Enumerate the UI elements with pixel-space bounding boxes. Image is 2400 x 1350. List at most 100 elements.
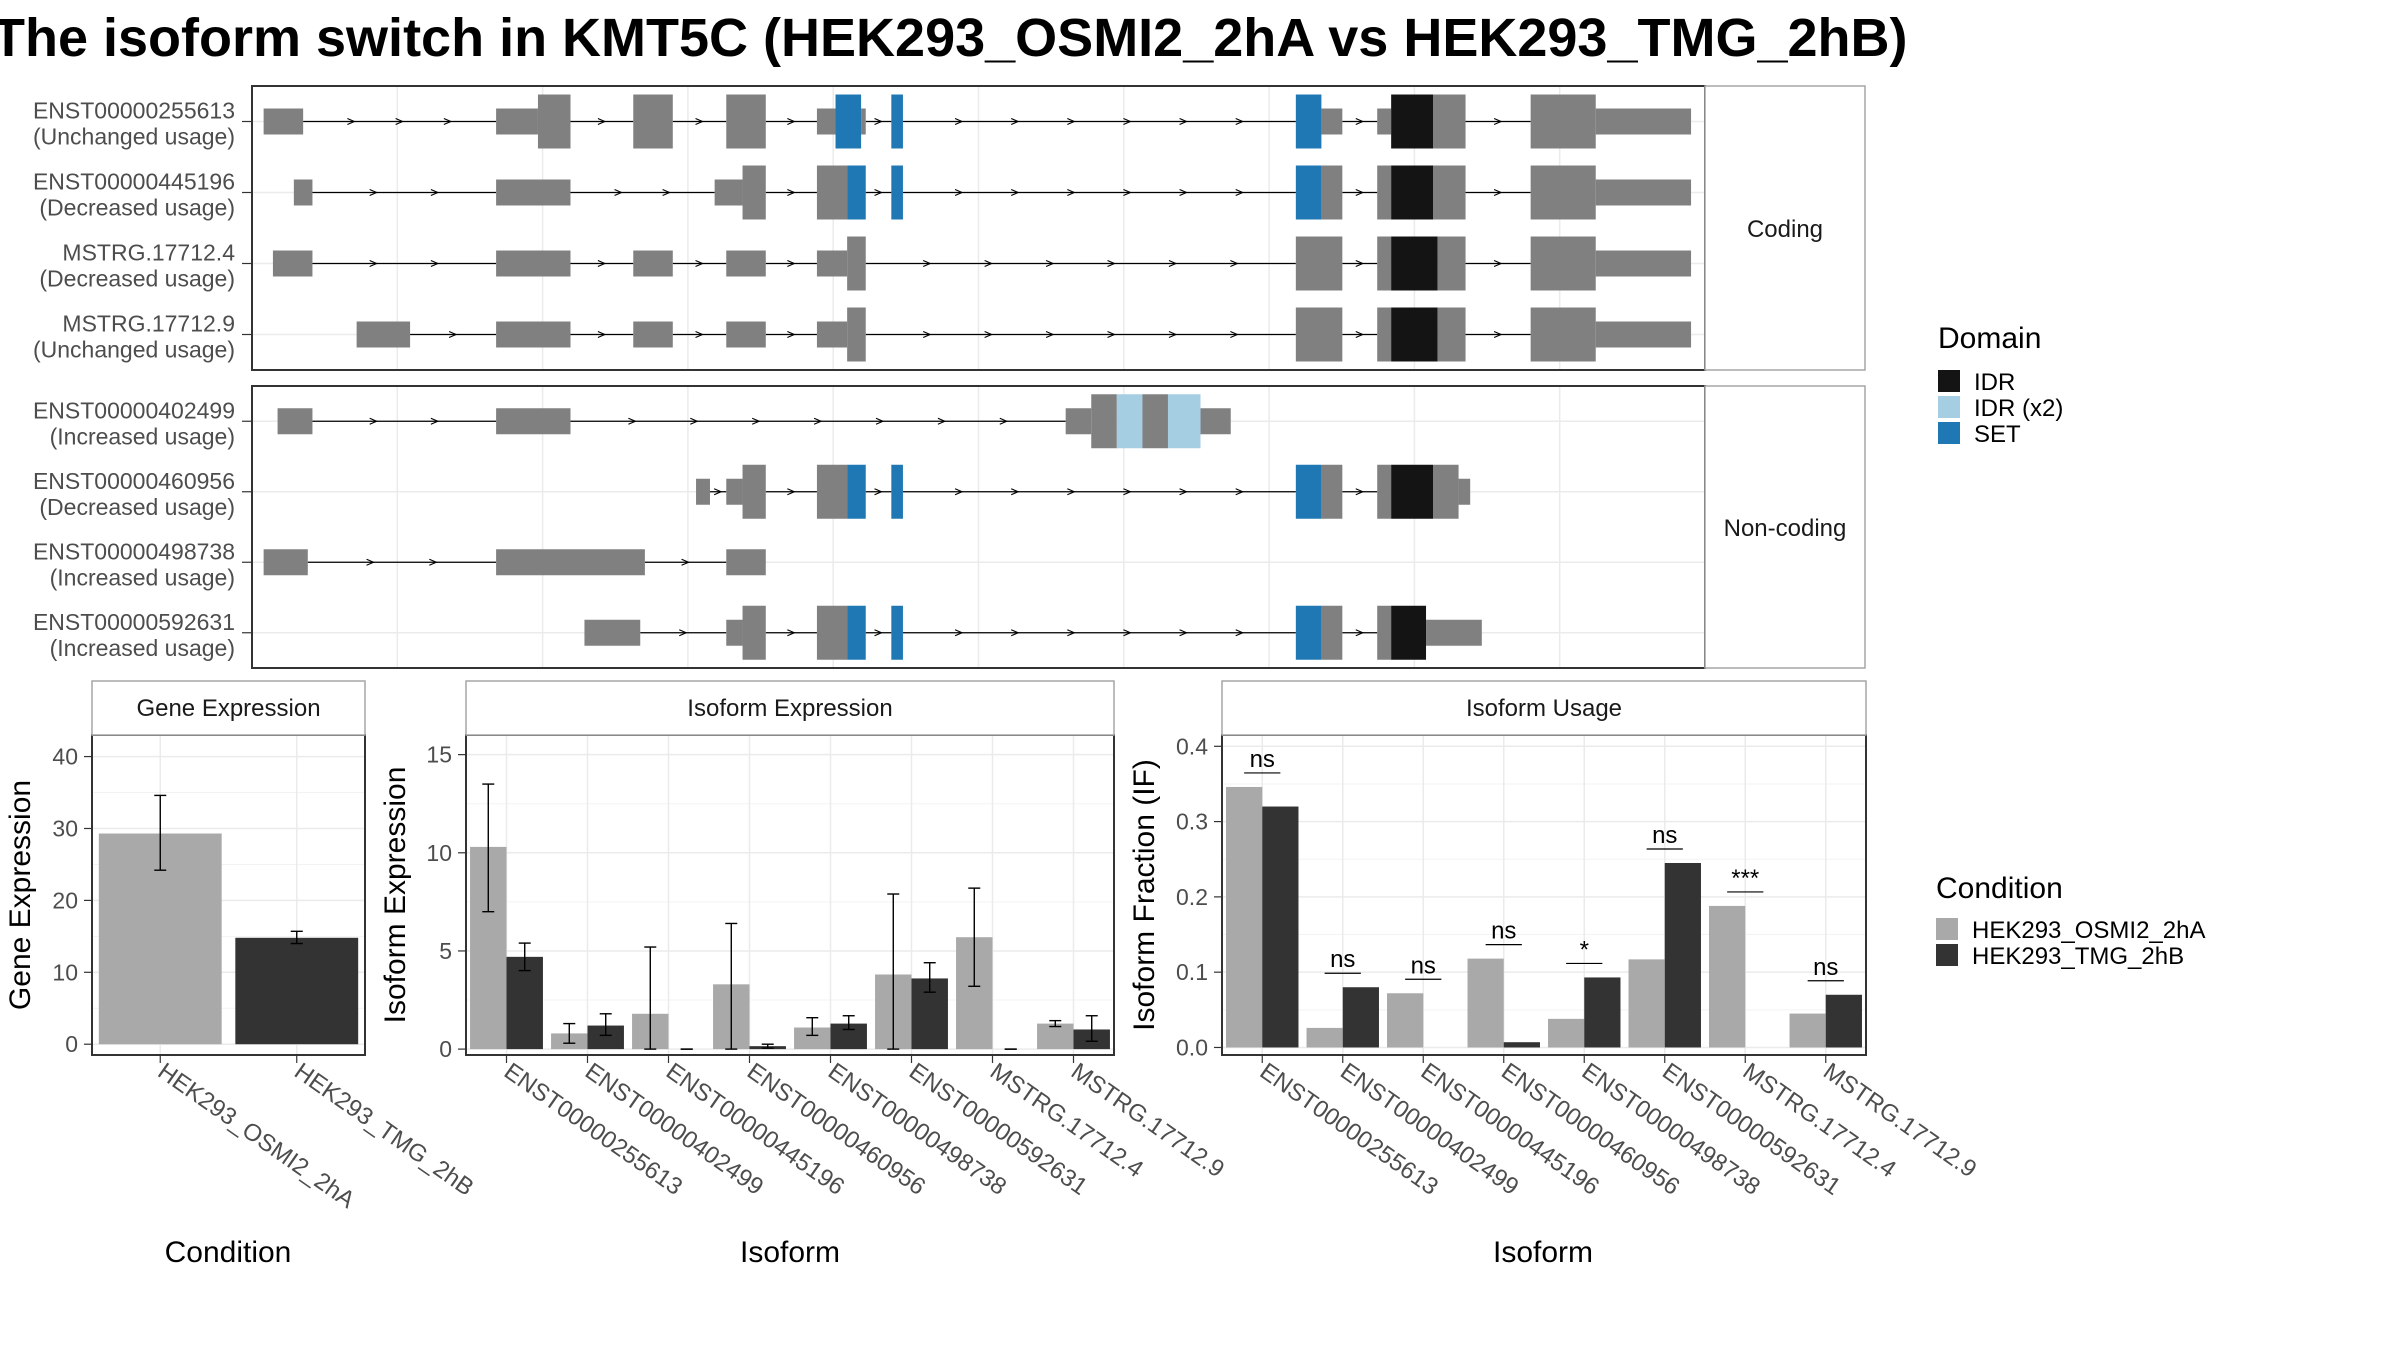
coding-exon	[1321, 464, 1343, 519]
utr-exon	[816, 321, 848, 348]
facet-strip	[465, 680, 1115, 736]
coding-exon	[1530, 236, 1596, 291]
coding-exon	[1432, 165, 1466, 220]
bar	[1226, 786, 1263, 1048]
intron-arrow	[874, 117, 883, 126]
utr-exon	[1595, 321, 1692, 348]
utr-exon	[1065, 408, 1092, 435]
significance-label: ns	[1330, 946, 1355, 973]
facet-strip-label: Isoform Usage	[1466, 695, 1622, 722]
utr-exon	[861, 108, 866, 135]
intron-arrow	[1010, 188, 1020, 197]
intron-arrow	[874, 488, 883, 496]
x-axis-title: Isoform	[1493, 1236, 1593, 1269]
bar	[587, 1025, 624, 1050]
significance-label: ns	[1813, 954, 1838, 981]
domain-exon	[835, 94, 862, 149]
coding-exon	[742, 464, 766, 519]
utr-exon	[1595, 179, 1692, 206]
intron-arrow	[1179, 117, 1188, 126]
coding-exon	[1321, 165, 1343, 220]
utr-exon	[1426, 619, 1482, 646]
intron-arrow	[954, 188, 964, 197]
domain-exon	[1391, 464, 1433, 519]
intron-arrow	[690, 417, 699, 425]
intron-arrow	[1179, 488, 1188, 496]
intron-arrow	[614, 188, 623, 197]
intron-arrow	[1355, 629, 1365, 637]
intron-arrow	[429, 558, 438, 566]
condition-legend-key	[1936, 944, 1958, 966]
coding-exon	[1377, 605, 1392, 660]
domain-exon	[1391, 236, 1438, 291]
coding-exon	[816, 605, 848, 660]
utr-exon	[263, 108, 304, 135]
utr-exon	[726, 321, 766, 348]
utr-exon	[816, 250, 848, 277]
coding-exon	[1377, 307, 1392, 362]
intron-arrow	[443, 117, 453, 126]
intron-arrow	[1123, 117, 1132, 126]
utr-exon	[496, 408, 571, 435]
bar	[235, 937, 359, 1045]
y-tick-label: 0	[65, 1031, 78, 1057]
intron-arrow	[922, 259, 932, 268]
intron-arrow	[1067, 488, 1076, 496]
bar	[506, 956, 543, 1050]
intron-arrow	[695, 330, 704, 339]
y-tick-label: 5	[439, 938, 452, 964]
intron-arrow	[430, 417, 440, 425]
intron-arrow	[1123, 488, 1132, 496]
coding-exon	[537, 94, 571, 149]
intron-arrow	[813, 417, 823, 425]
transcript-id-label: ENST00000255613	[33, 98, 235, 124]
transcript-id-label: MSTRG.17712.9	[62, 311, 235, 337]
intron-arrow	[1230, 259, 1239, 268]
intron-arrow	[1355, 259, 1365, 268]
transcript-row: ENST00000445196(Decreased usage)	[33, 165, 1705, 221]
intron-arrow	[1168, 259, 1178, 268]
bar	[1789, 1013, 1826, 1048]
facet-strip	[1704, 385, 1866, 669]
intron-arrow	[1107, 259, 1116, 268]
intron-arrow	[787, 330, 796, 339]
y-tick-label: 0.4	[1176, 733, 1208, 759]
bar	[1037, 1023, 1074, 1050]
facet-strip	[91, 680, 366, 736]
intron-arrow	[448, 330, 458, 339]
intron-arrow	[875, 417, 885, 425]
transcript-row: MSTRG.17712.4(Decreased usage)	[39, 236, 1705, 292]
condition-legend-title: Condition	[1936, 872, 2063, 905]
coding-exon	[816, 464, 848, 519]
intron-arrow	[681, 558, 690, 566]
intron-arrow	[787, 488, 796, 496]
intron-arrow	[874, 188, 883, 197]
utr-exon	[496, 321, 571, 348]
intron-arrow	[369, 259, 379, 268]
transcript-row: ENST00000255613(Unchanged usage)	[33, 94, 1705, 150]
domain-legend-label: IDR (x2)	[1974, 395, 2063, 422]
bar	[1664, 863, 1701, 1048]
utr-exon	[726, 250, 766, 277]
domain-exon	[1391, 605, 1427, 660]
intron-arrow	[347, 117, 356, 126]
utr-exon	[714, 179, 743, 206]
domain-exon	[891, 464, 903, 519]
coding-exon	[1437, 236, 1466, 291]
utr-exon	[726, 478, 743, 505]
domain-exon	[891, 94, 903, 149]
utr-exon	[272, 250, 313, 277]
domain-exon	[1295, 165, 1322, 220]
facet-strip-label: Non-coding	[1724, 515, 1847, 542]
intron-arrow	[1179, 629, 1188, 637]
transcript-usage-label: (Unchanged usage)	[33, 124, 235, 150]
utr-exon	[496, 549, 645, 576]
bar	[1709, 905, 1746, 1048]
transcript-row: ENST00000592631(Increased usage)	[33, 605, 1705, 661]
x-axis-title: Condition	[165, 1236, 292, 1269]
domain-legend-key	[1938, 422, 1960, 444]
intron-arrow	[1493, 188, 1503, 197]
intron-arrow	[787, 117, 796, 126]
